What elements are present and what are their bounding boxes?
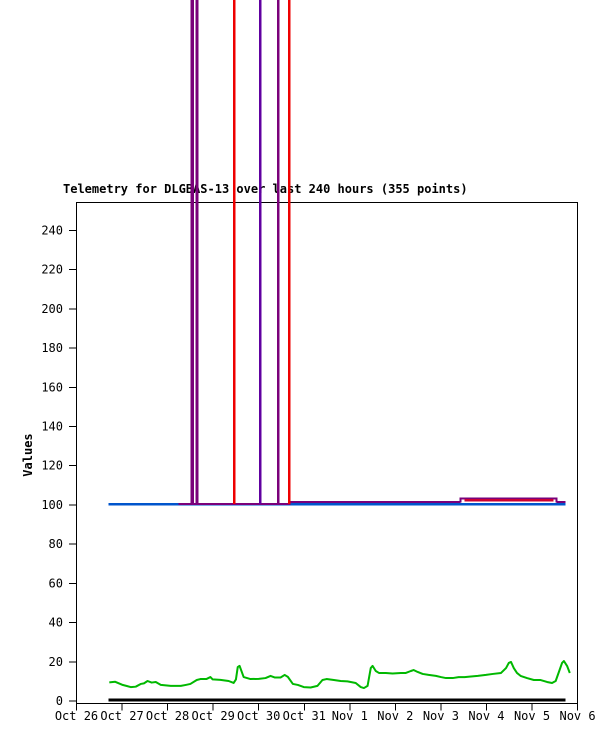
y-tick-label: 240 xyxy=(41,223,63,237)
y-tick-label: 160 xyxy=(41,380,63,394)
x-tick-label: Oct 27 xyxy=(100,709,143,723)
y-tick-label: 0 xyxy=(56,694,63,708)
series-purple-upper-band xyxy=(290,497,566,503)
y-tick-label: 140 xyxy=(41,419,63,433)
x-tick-label: Oct 30 xyxy=(237,709,280,723)
y-tick-label: 100 xyxy=(41,498,63,512)
x-tick-label: Oct 28 xyxy=(146,709,189,723)
x-tick-label: Nov 6 xyxy=(559,709,595,723)
series-green-telemetry xyxy=(109,659,571,690)
y-tick-label: 40 xyxy=(49,616,63,630)
y-tick-label: 80 xyxy=(49,537,63,551)
x-tick-label: Nov 4 xyxy=(468,709,504,723)
y-tick-label: 180 xyxy=(41,341,63,355)
x-tick-label: Nov 2 xyxy=(377,709,413,723)
y-tick-label: 200 xyxy=(41,302,63,316)
x-tick-label: Oct 31 xyxy=(283,709,326,723)
chart-title: Telemetry for DLGBAS-13 over last 240 ho… xyxy=(63,182,468,196)
plot-border xyxy=(76,202,578,704)
x-tick-label: Nov 5 xyxy=(514,709,550,723)
y-tick-label: 120 xyxy=(41,459,63,473)
x-tick-label: Nov 1 xyxy=(332,709,368,723)
y-tick-label: 20 xyxy=(49,655,63,669)
x-tick-label: Oct 29 xyxy=(191,709,234,723)
y-tick-label: 60 xyxy=(49,576,63,590)
x-tick-label: Oct 26 xyxy=(55,709,98,723)
y-tick-label: 220 xyxy=(41,263,63,277)
x-tick-label: Nov 3 xyxy=(423,709,459,723)
